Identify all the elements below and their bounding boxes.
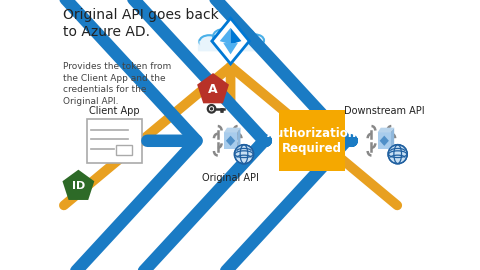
FancyBboxPatch shape [378,133,391,149]
Text: Client App: Client App [89,106,140,116]
Text: Authorization
Required: Authorization Required [267,127,357,155]
Ellipse shape [213,29,236,44]
Circle shape [388,145,408,164]
FancyBboxPatch shape [87,119,142,163]
Ellipse shape [228,28,254,43]
FancyBboxPatch shape [278,110,346,171]
FancyBboxPatch shape [200,42,261,50]
Polygon shape [378,128,394,133]
Polygon shape [230,28,241,44]
FancyBboxPatch shape [199,40,263,51]
Text: Provides the token from
the Client App and the
credentials for the
Original API.: Provides the token from the Client App a… [63,62,171,106]
Polygon shape [224,128,240,133]
Text: A: A [208,83,218,96]
Polygon shape [220,28,230,44]
Text: ID: ID [72,181,85,191]
Polygon shape [226,136,235,146]
Ellipse shape [246,34,264,46]
Text: Original API goes back
to Azure AD.: Original API goes back to Azure AD. [63,8,219,39]
FancyBboxPatch shape [116,144,132,155]
Ellipse shape [199,35,219,48]
FancyBboxPatch shape [224,133,237,149]
Polygon shape [62,170,94,200]
Polygon shape [380,136,389,146]
Circle shape [210,107,213,110]
Polygon shape [223,43,238,54]
Polygon shape [212,18,249,64]
Text: Original API: Original API [202,174,259,184]
Circle shape [234,145,253,164]
Polygon shape [391,128,394,149]
Polygon shape [237,128,240,149]
Text: Downstream API: Downstream API [344,106,425,116]
Polygon shape [197,73,229,103]
